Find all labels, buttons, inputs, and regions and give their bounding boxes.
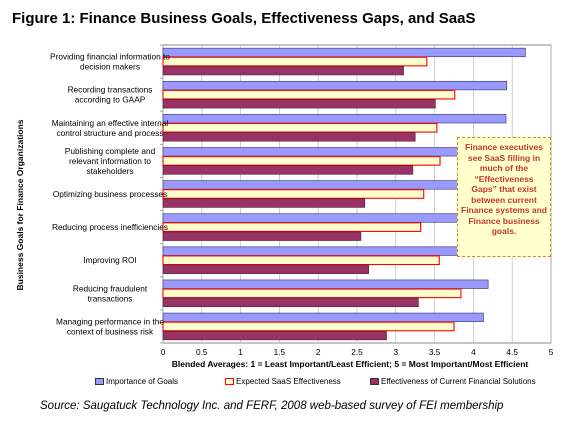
bar-current-8	[162, 330, 387, 341]
bar-saas-6	[162, 255, 440, 266]
bar-current-4	[162, 198, 366, 208]
y-axis-label: Business Goals for Finance Organizations	[15, 119, 25, 290]
category-label-5: Reducing process inefficiencies	[52, 222, 168, 232]
bar-current-0	[162, 66, 404, 76]
bar-current-3	[162, 165, 414, 175]
x-tick-label-6: 3	[393, 347, 398, 357]
x-tick-label-0: 0	[161, 347, 166, 357]
tick-labels-layer: 0 0.5 1 1.5 2 2.5 3 3.5 4 4.5 5	[161, 347, 554, 357]
category-label-4: Optimizing business processes	[53, 189, 167, 199]
x-axis-label: Blended Averages: 1 = Least Important/Le…	[172, 359, 529, 369]
category-label-6: Improving ROI	[83, 255, 136, 265]
bar-saas-5	[162, 222, 422, 232]
bar-current-6	[162, 264, 369, 274]
x-tick-label-5: 2.5	[351, 347, 363, 357]
legend-swatch-saas	[225, 378, 234, 386]
bar-importance-6	[162, 246, 482, 256]
bar-saas-8	[162, 321, 455, 332]
bar-importance-7	[162, 279, 489, 289]
legend-item-importance: Importance of Goals	[95, 377, 178, 386]
legend-swatch-importance	[95, 378, 104, 386]
category-label-0: Providing financial information to decisi…	[50, 52, 170, 72]
bar-importance-2	[162, 114, 507, 124]
bar-saas-4	[162, 189, 425, 199]
x-tick-label-7: 3.5	[429, 347, 441, 357]
x-tick-label-1: 0.5	[196, 347, 208, 357]
category-label-2: Maintaining an effective internal control…	[52, 118, 169, 138]
bar-saas-2	[162, 122, 438, 133]
category-label-8: Managing performance in the context of bu…	[56, 316, 164, 336]
bar-current-7	[162, 297, 419, 308]
bar-saas-7	[162, 288, 462, 299]
bar-saas-1	[162, 89, 456, 100]
bar-saas-3	[162, 156, 441, 166]
bar-saas-0	[162, 56, 428, 67]
legend-item-current: Effectiveness of Current Financial Solut…	[370, 377, 536, 386]
legend-swatch-current	[370, 378, 379, 386]
legend-label-current: Effectiveness of Current Financial Solut…	[381, 377, 536, 386]
source-note: Source: Saugatuck Technology Inc. and FE…	[40, 400, 504, 412]
category-labels-layer: Providing financial information to decisi…	[50, 52, 170, 337]
x-tick-label-8: 4	[471, 347, 476, 357]
bar-importance-8	[162, 312, 484, 322]
figure-title: Figure 1: Finance Business Goals, Effect…	[12, 10, 476, 27]
bar-current-5	[162, 231, 362, 241]
category-label-1: Recording transactions according to GAAP	[68, 85, 153, 105]
x-tick-label-9: 4.5	[506, 347, 518, 357]
x-tick-label-2: 1	[238, 347, 243, 357]
bar-importance-5	[162, 213, 501, 223]
bars-layer	[162, 47, 526, 341]
bar-importance-3	[162, 147, 505, 157]
bar-importance-1	[162, 80, 508, 91]
legend-item-saas: Expected SaaS Effectiveness	[225, 377, 341, 386]
bar-importance-0	[162, 47, 526, 58]
legend-label-importance: Importance of Goals	[106, 377, 179, 386]
bar-current-2	[162, 132, 416, 142]
callout-annotation: Finance executives see SaaS filling in m…	[457, 137, 551, 257]
legend-label-saas: Expected SaaS Effectiveness	[236, 377, 341, 386]
category-label-3: Publishing complete and relevant informat…	[65, 146, 156, 176]
x-tick-label-10: 5	[549, 347, 554, 357]
bar-current-1	[162, 99, 436, 109]
category-label-7: Reducing fraudulent transactions	[73, 283, 148, 303]
x-tick-label-3: 1.5	[274, 347, 286, 357]
x-tick-label-4: 2	[316, 347, 321, 357]
